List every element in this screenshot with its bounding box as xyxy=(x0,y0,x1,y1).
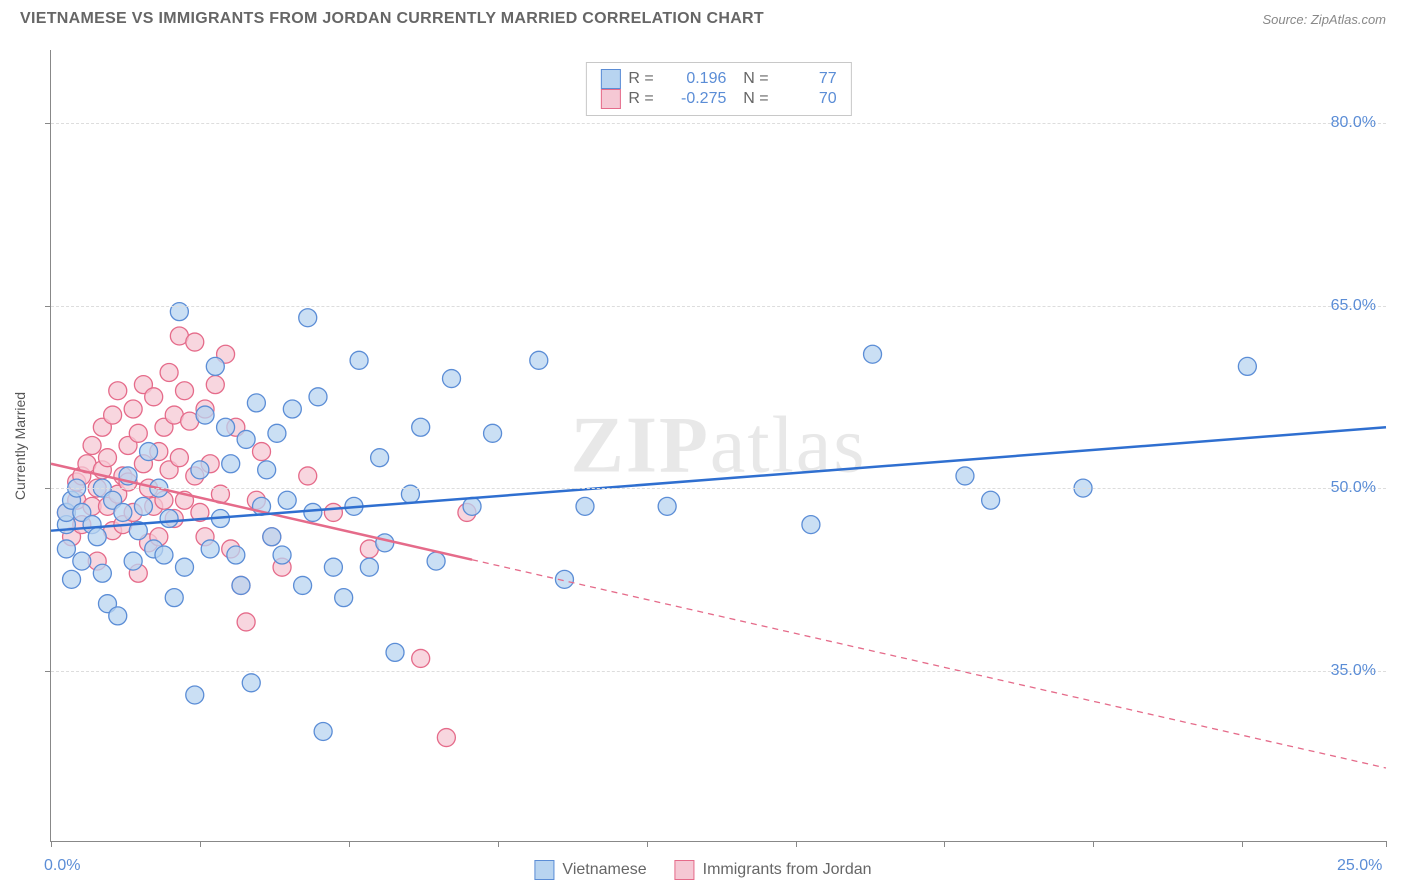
scatter-point xyxy=(160,363,178,381)
scatter-point xyxy=(443,370,461,388)
swatch-jordan xyxy=(675,860,695,880)
scatter-point xyxy=(222,455,240,473)
scatter-point xyxy=(386,643,404,661)
scatter-point xyxy=(160,510,178,528)
scatter-point xyxy=(335,589,353,607)
scatter-point xyxy=(463,497,481,515)
scatter-point xyxy=(237,430,255,448)
scatter-point xyxy=(294,576,312,594)
regression-line-dashed xyxy=(472,560,1386,768)
scatter-point xyxy=(232,576,250,594)
scatter-point xyxy=(530,351,548,369)
scatter-point xyxy=(437,729,455,747)
scatter-point xyxy=(299,309,317,327)
scatter-point xyxy=(576,497,594,515)
y-tick-label: 50.0% xyxy=(1331,479,1376,497)
legend-item-jordan: Immigrants from Jordan xyxy=(675,860,872,880)
y-tick-label: 65.0% xyxy=(1331,297,1376,315)
scatter-point xyxy=(278,491,296,509)
scatter-point xyxy=(129,424,147,442)
scatter-point xyxy=(98,449,116,467)
y-axis-label: Currently Married xyxy=(12,392,28,500)
scatter-point xyxy=(170,449,188,467)
scatter-point xyxy=(217,418,235,436)
scatter-point xyxy=(83,437,101,455)
scatter-point xyxy=(134,497,152,515)
scatter-point xyxy=(206,357,224,375)
scatter-point xyxy=(324,503,342,521)
scatter-point xyxy=(427,552,445,570)
scatter-point xyxy=(1238,357,1256,375)
scatter-point xyxy=(268,424,286,442)
scatter-point xyxy=(263,528,281,546)
scatter-point xyxy=(258,461,276,479)
scatter-point xyxy=(57,540,75,558)
scatter-point xyxy=(324,558,342,576)
scatter-point xyxy=(196,406,214,424)
y-tick-label: 35.0% xyxy=(1331,662,1376,680)
chart-svg xyxy=(51,50,1386,841)
scatter-point xyxy=(371,449,389,467)
legend-item-vietnamese: Vietnamese xyxy=(534,860,646,880)
scatter-point xyxy=(314,722,332,740)
scatter-point xyxy=(93,564,111,582)
scatter-point xyxy=(484,424,502,442)
scatter-point xyxy=(237,613,255,631)
scatter-point xyxy=(658,497,676,515)
legend-label-vietnamese: Vietnamese xyxy=(562,861,646,879)
scatter-point xyxy=(376,534,394,552)
scatter-point xyxy=(360,558,378,576)
scatter-point xyxy=(299,467,317,485)
scatter-point xyxy=(273,546,291,564)
scatter-point xyxy=(242,674,260,692)
scatter-point xyxy=(145,388,163,406)
scatter-point xyxy=(283,400,301,418)
series-legend: Vietnamese Immigrants from Jordan xyxy=(534,860,871,880)
scatter-point xyxy=(206,376,224,394)
scatter-point xyxy=(124,400,142,418)
scatter-point xyxy=(864,345,882,363)
source-label: Source: ZipAtlas.com xyxy=(1262,12,1386,27)
scatter-point xyxy=(802,516,820,534)
scatter-point xyxy=(350,351,368,369)
plot-area: ZIPatlas R = 0.196 N = 77 R = -0.275 N =… xyxy=(50,50,1386,842)
scatter-point xyxy=(73,552,91,570)
scatter-point xyxy=(956,467,974,485)
scatter-point xyxy=(104,406,122,424)
scatter-point xyxy=(140,443,158,461)
scatter-point xyxy=(165,589,183,607)
scatter-point xyxy=(304,503,322,521)
scatter-point xyxy=(109,382,127,400)
scatter-point xyxy=(201,540,219,558)
scatter-point xyxy=(114,503,132,521)
chart-title: VIETNAMESE VS IMMIGRANTS FROM JORDAN CUR… xyxy=(20,10,764,28)
x-tick-label: 25.0% xyxy=(1337,857,1382,875)
scatter-point xyxy=(309,388,327,406)
scatter-point xyxy=(88,528,106,546)
scatter-point xyxy=(253,443,271,461)
scatter-point xyxy=(982,491,1000,509)
scatter-point xyxy=(247,394,265,412)
swatch-vietnamese xyxy=(534,860,554,880)
scatter-point xyxy=(176,382,194,400)
legend-label-jordan: Immigrants from Jordan xyxy=(703,861,872,879)
scatter-point xyxy=(412,649,430,667)
scatter-point xyxy=(227,546,245,564)
scatter-point xyxy=(412,418,430,436)
scatter-point xyxy=(176,558,194,576)
scatter-point xyxy=(191,461,209,479)
scatter-point xyxy=(186,686,204,704)
scatter-point xyxy=(155,546,173,564)
x-tick-label: 0.0% xyxy=(44,857,80,875)
scatter-point xyxy=(63,570,81,588)
y-tick-label: 80.0% xyxy=(1331,114,1376,132)
scatter-point xyxy=(109,607,127,625)
scatter-point xyxy=(186,333,204,351)
scatter-point xyxy=(124,552,142,570)
